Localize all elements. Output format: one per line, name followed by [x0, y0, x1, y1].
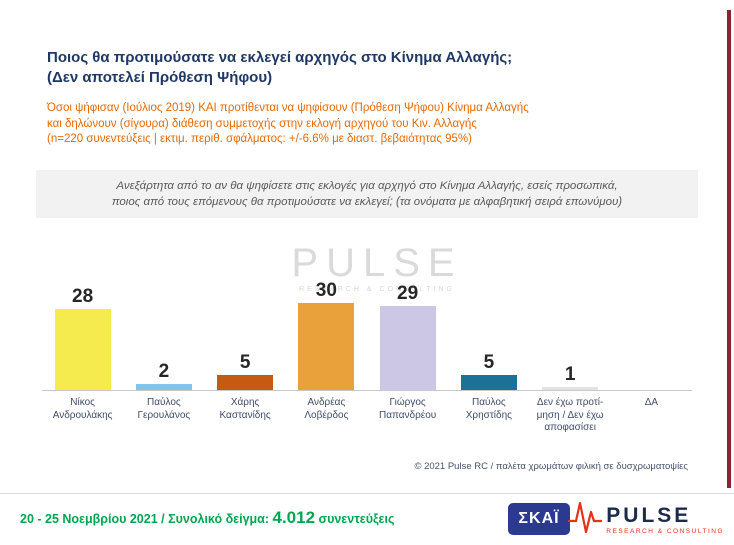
copyright-note: © 2021 Pulse RC / παλέτα χρωμάτων φιλική…	[414, 461, 688, 472]
category-label: ΔΑ	[644, 397, 659, 408]
category-label: Ανδρέας Λοβέρδος	[304, 397, 349, 421]
bar	[379, 306, 436, 390]
bar-column: 1	[530, 258, 611, 390]
footer-bar: 20 - 25 Νοεμβρίου 2021 / Συνολικό δείγμα…	[0, 493, 734, 545]
bar-column: 28	[42, 258, 123, 390]
bar	[217, 375, 274, 390]
chart-baseline	[42, 390, 692, 391]
bar-column: 5	[205, 258, 286, 390]
category-label: Δεν έχω προτί-μηση / Δεν έχω αποφασίσει	[536, 397, 604, 433]
category-label: Χάρης Καστανίδης	[219, 397, 271, 421]
category-label: Παύλος Γερουλάνος	[137, 397, 191, 421]
question-line-1: Ανεξάρτητα από το αν θα ψηφίσετε στις εκ…	[116, 180, 618, 192]
bar-chart: 28 2 5 30 29 5 1	[42, 258, 692, 390]
sample-label: Συνολικό δείγμα:	[168, 512, 270, 526]
question-box: Ανεξάρτητα από το αν θα ψηφίσετε στις εκ…	[36, 170, 698, 218]
bar-value-label: 28	[72, 286, 94, 307]
skai-logo: ΣΚΑΪ	[508, 503, 570, 535]
subtitle: Όσοι ψήφισαν (Ιούλιος 2019) ΚΑΙ προτίθεν…	[47, 101, 695, 148]
category-label: Γιώργος Παπανδρέου	[378, 397, 437, 421]
bar-value-label: 1	[564, 364, 576, 385]
sample-suffix: συνεντεύξεις	[318, 512, 395, 526]
pulse-watermark: PULSE RESEARCH & CONSULTING	[272, 242, 482, 293]
pulse-logo: PULSE RESEARCH & CONSULTING	[568, 499, 724, 540]
subtitle-line-1: Όσοι ψήφισαν (Ιούλιος 2019) ΚΑΙ προτίθεν…	[47, 102, 529, 114]
skai-logo-text: ΣΚΑΪ	[518, 510, 560, 527]
bar	[54, 309, 111, 390]
category-label: Νίκος Ανδρουλάκης	[52, 397, 113, 421]
pulse-watermark-subtext: RESEARCH & CONSULTING	[299, 286, 455, 293]
page-title: Ποιος θα προτιμούσατε να εκλεγεί αρχηγός…	[47, 48, 687, 88]
bar-value-label: 5	[239, 352, 251, 373]
bar-column: 29	[367, 258, 448, 390]
fieldwork-period: 20 - 25 Νοεμβρίου 2021	[20, 512, 158, 526]
subtitle-line-2: και δηλώνουν (σίγουρα) διάθεση συμμετοχή…	[47, 117, 477, 130]
bar-value-label: 2	[158, 361, 170, 382]
title-line-2: (Δεν αποτελεί Πρόθεση Ψήφου)	[47, 69, 273, 86]
bar-value-label: 29	[397, 283, 419, 304]
fieldwork-info: 20 - 25 Νοεμβρίου 2021 / Συνολικό δείγμα…	[20, 508, 394, 528]
category-row: Νίκος Ανδρουλάκης Παύλος Γερουλάνος Χάρης …	[42, 397, 692, 435]
bar	[460, 375, 517, 390]
bar-column: 30	[286, 258, 367, 390]
sample-value: 4.012	[272, 508, 316, 527]
category-label: Παύλος Χρηστίδης	[465, 397, 512, 421]
bar-value-label: 5	[483, 352, 495, 373]
pulse-logo-textblock: PULSE RESEARCH & CONSULTING	[606, 503, 724, 535]
pulse-watermark-text: PULSE	[291, 241, 463, 285]
bar-value-label: 30	[315, 280, 337, 301]
right-edge-stripe	[727, 10, 731, 488]
fieldwork-separator: /	[161, 512, 165, 526]
subtitle-line-3: (n=220 συνεντεύξεις | εκτιμ. περιθ. σφάλ…	[47, 133, 472, 145]
bar-column: 5	[448, 258, 529, 390]
bar	[542, 387, 599, 390]
pulse-logo-text: PULSE	[606, 503, 692, 527]
bar-column	[611, 258, 692, 390]
bar	[298, 303, 355, 390]
pulse-waveform-icon	[568, 499, 603, 540]
question-line-2: ποιος από τους επόμενους θα προτιμούσατε…	[111, 196, 623, 208]
bar	[135, 384, 192, 390]
bar-column: 2	[123, 258, 204, 390]
pulse-logo-subtext: RESEARCH & CONSULTING	[606, 527, 724, 535]
title-line-1: Ποιος θα προτιμούσατε να εκλεγεί αρχηγός…	[47, 49, 513, 66]
